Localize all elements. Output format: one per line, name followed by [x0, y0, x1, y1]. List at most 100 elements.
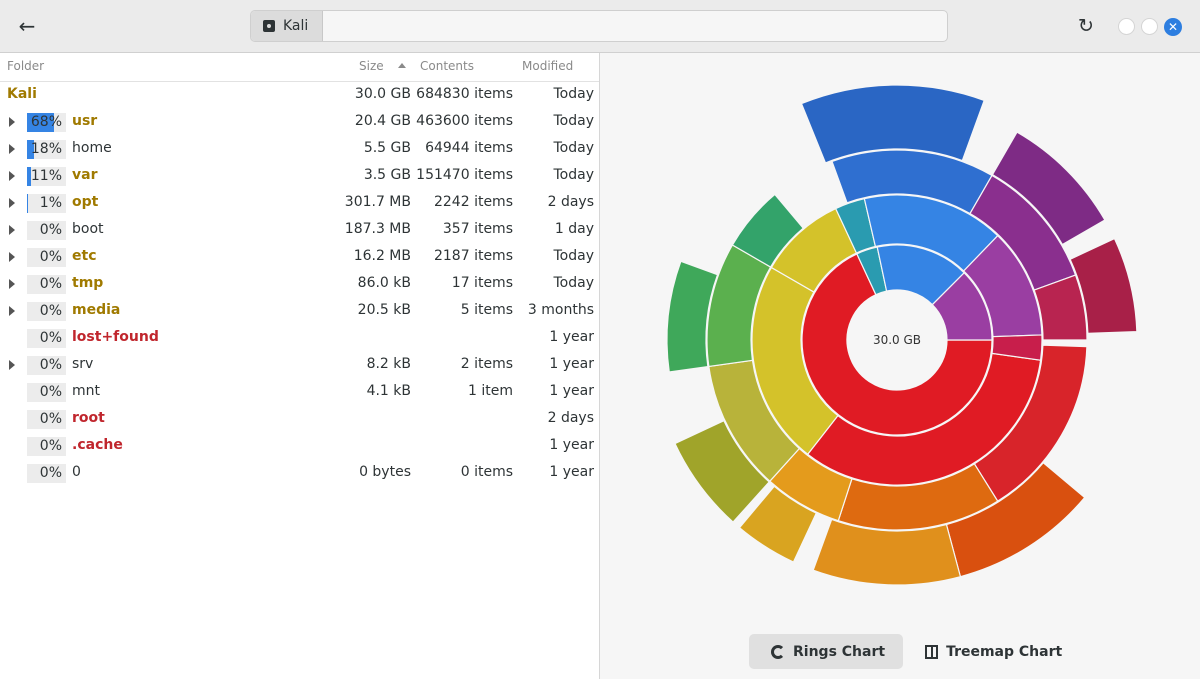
ring-segment[interactable] — [1069, 237, 1138, 334]
expander-arrow-icon[interactable] — [9, 225, 15, 235]
percent-bar: 1% — [27, 194, 66, 213]
percent-label: 0% — [39, 303, 62, 319]
root-size: 30.0 GB — [354, 86, 411, 102]
folder-modified: 3 months — [527, 302, 594, 318]
chart-type-switcher: Rings Chart Treemap Chart — [749, 634, 1080, 669]
table-row[interactable]: 0% 0 0 bytes 0 items 1 year — [0, 460, 599, 487]
column-contents[interactable]: Contents — [420, 59, 474, 73]
table-row[interactable]: 0% tmp 86.0 kB 17 items Today — [0, 271, 599, 298]
percent-label: 18% — [30, 141, 62, 157]
folder-modified: Today — [553, 167, 595, 183]
expander-arrow-icon[interactable] — [9, 144, 15, 154]
refresh-button[interactable]: ↻ — [1074, 14, 1098, 38]
path-bar: Kali — [250, 10, 948, 42]
folder-name: etc — [72, 248, 97, 264]
ring-segment[interactable] — [991, 131, 1106, 246]
percent-label: 0% — [39, 384, 62, 400]
ring-segment[interactable] — [800, 84, 985, 164]
folder-name: var — [72, 167, 98, 183]
folder-contents: 17 items — [451, 275, 513, 291]
folder-name: tmp — [72, 275, 104, 291]
table-row[interactable]: 1% opt 301.7 MB 2242 items 2 days — [0, 190, 599, 217]
expander-arrow-icon[interactable] — [9, 198, 15, 208]
table-row[interactable]: 0% media 20.5 kB 5 items 3 months — [0, 298, 599, 325]
expander-arrow-icon[interactable] — [9, 360, 15, 370]
table-row[interactable]: 0% srv 8.2 kB 2 items 1 year — [0, 352, 599, 379]
expander-arrow-icon[interactable] — [9, 117, 15, 127]
root-modified: Today — [553, 86, 595, 102]
folder-size: 3.5 GB — [363, 167, 411, 183]
table-row[interactable]: 0% etc 16.2 MB 2187 items Today — [0, 244, 599, 271]
folder-size: 0 bytes — [359, 464, 411, 480]
folder-contents: 2 items — [460, 356, 513, 372]
rings-chart[interactable]: 30.0 GB — [600, 53, 1200, 628]
expander-arrow-icon[interactable] — [9, 306, 15, 316]
folder-contents: 463600 items — [416, 113, 513, 129]
table-row[interactable]: 0% mnt 4.1 kB 1 item 1 year — [0, 379, 599, 406]
folder-name: mnt — [72, 383, 100, 399]
percent-label: 0% — [39, 438, 62, 454]
close-button[interactable]: ✕ — [1164, 18, 1182, 36]
column-folder[interactable]: Folder — [7, 59, 45, 73]
folder-table: Folder Size Contents Modified Kali 30.0 … — [0, 53, 600, 679]
path-segment-label: Kali — [283, 18, 309, 34]
table-row-root[interactable]: Kali 30.0 GB 684830 items Today — [0, 82, 599, 109]
path-segment-kali[interactable]: Kali — [251, 11, 324, 41]
table-row[interactable]: 0% lost+found 1 year — [0, 325, 599, 352]
folder-size: 187.3 MB — [344, 221, 411, 237]
ring-segment[interactable] — [1033, 274, 1088, 341]
table-row[interactable]: 11% var 3.5 GB 151470 items Today — [0, 163, 599, 190]
folder-modified: 1 year — [549, 329, 594, 345]
percent-bar: 0% — [27, 302, 66, 321]
chart-center-label: 30.0 GB — [873, 333, 921, 347]
ring-segment[interactable] — [738, 485, 818, 563]
folder-modified: 1 year — [549, 437, 594, 453]
ring-segment-usr[interactable] — [801, 253, 993, 436]
column-header: Folder Size Contents Modified — [0, 53, 599, 82]
folder-contents: 0 items — [460, 464, 513, 480]
ring-segment[interactable] — [812, 518, 962, 586]
percent-label: 0% — [39, 465, 62, 481]
folder-size: 4.1 kB — [366, 383, 411, 399]
percent-bar-fill — [27, 167, 32, 186]
refresh-icon: ↻ — [1078, 15, 1094, 37]
ring-segment[interactable] — [731, 193, 804, 268]
expander-arrow-icon[interactable] — [9, 171, 15, 181]
folder-name: .cache — [72, 437, 123, 453]
ring-segment[interactable] — [991, 334, 1043, 361]
back-button[interactable]: ← — [12, 12, 42, 40]
folder-contents: 64944 items — [425, 140, 513, 156]
folder-modified: Today — [553, 275, 595, 291]
maximize-button[interactable] — [1141, 18, 1158, 35]
column-size[interactable]: Size — [359, 59, 384, 73]
folder-size: 5.5 GB — [363, 140, 411, 156]
tab-rings-chart[interactable]: Rings Chart — [749, 634, 904, 669]
percent-label: 0% — [39, 330, 62, 346]
column-modified[interactable]: Modified — [522, 59, 574, 73]
table-row[interactable]: 0% root 2 days — [0, 406, 599, 433]
header-bar: ← Kali ↻ ✕ — [0, 0, 1200, 53]
ring-segment-opt[interactable] — [931, 271, 993, 341]
rings-chart-icon — [771, 644, 785, 659]
percent-label: 0% — [39, 222, 62, 238]
expander-arrow-icon[interactable] — [9, 279, 15, 289]
minimize-button[interactable] — [1118, 18, 1135, 35]
root-contents: 684830 items — [416, 86, 513, 102]
folder-modified: 1 year — [549, 356, 594, 372]
table-row[interactable]: 18% home 5.5 GB 64944 items Today — [0, 136, 599, 163]
percent-bar: 11% — [27, 167, 66, 186]
expander-arrow-icon[interactable] — [9, 252, 15, 262]
percent-bar: 0% — [27, 464, 66, 483]
ring-segment[interactable] — [666, 260, 719, 373]
chart-pane: 30.0 GB — [600, 53, 1200, 679]
percent-label: 11% — [30, 168, 62, 184]
ring-segment[interactable] — [806, 352, 1042, 486]
ring-segment[interactable] — [674, 419, 771, 523]
table-row[interactable]: 0% .cache 1 year — [0, 433, 599, 460]
table-row[interactable]: 0% boot 187.3 MB 357 items 1 day — [0, 217, 599, 244]
tab-treemap-chart[interactable]: Treemap Chart — [903, 634, 1080, 669]
percent-label: 1% — [39, 195, 62, 211]
table-row[interactable]: 68% usr 20.4 GB 463600 items Today — [0, 109, 599, 136]
folder-size: 8.2 kB — [366, 356, 411, 372]
